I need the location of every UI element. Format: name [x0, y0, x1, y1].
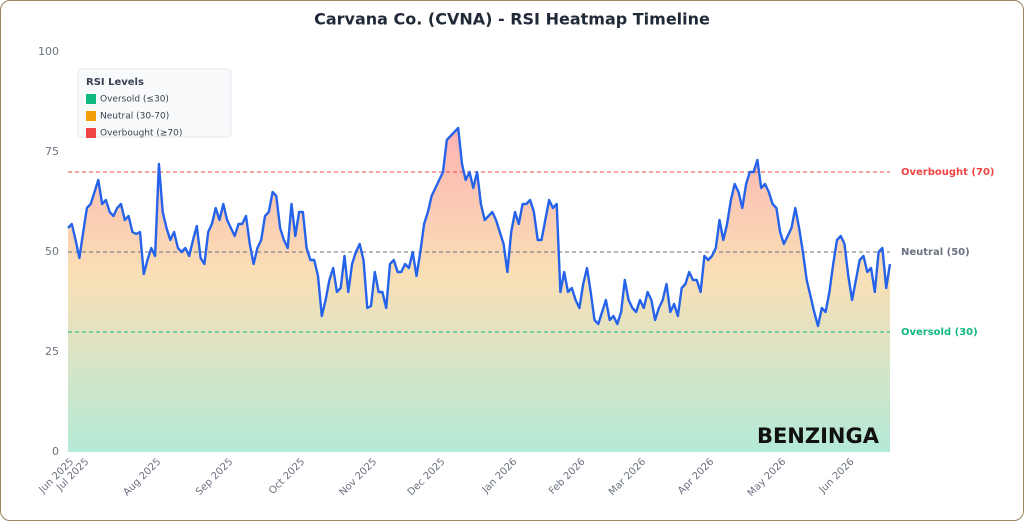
x-tick-label: Oct 2025: [267, 456, 307, 496]
legend-box: [77, 68, 232, 138]
y-tick-label: 25: [45, 345, 59, 358]
reference-label: Overbought (70): [901, 167, 994, 178]
x-tick-label: May 2026: [746, 456, 789, 499]
x-tick-label: Nov 2025: [337, 456, 379, 498]
legend-title: RSI Levels: [86, 77, 144, 88]
x-tick-label: Jun 2026: [817, 456, 857, 496]
legend-swatch: [86, 94, 96, 104]
y-tick-label: 0: [52, 445, 59, 458]
legend-swatch: [86, 128, 96, 138]
x-tick-label: Dec 2025: [406, 456, 448, 498]
reference-label: Oversold (30): [901, 327, 978, 338]
reference-label: Neutral (50): [901, 247, 970, 258]
chart-title: Carvana Co. (CVNA) - RSI Heatmap Timelin…: [314, 10, 710, 29]
x-tick-label: Apr 2026: [676, 456, 716, 496]
y-tick-label: 100: [38, 45, 59, 58]
legend-swatch: [86, 111, 96, 121]
heat-area: [68, 128, 890, 452]
x-tick-label: Aug 2025: [122, 456, 164, 498]
x-tick-label: Mar 2026: [607, 456, 648, 497]
legend-label: Overbought (≥70): [100, 129, 182, 139]
x-tick-label: Sep 2025: [194, 456, 235, 497]
y-tick-label: 75: [45, 145, 59, 158]
y-tick-label: 50: [45, 245, 59, 258]
x-tick-label: Jan 2026: [480, 456, 520, 496]
watermark: BENZINGA: [757, 424, 880, 448]
legend-label: Neutral (30-70): [100, 112, 169, 122]
legend-label: Oversold (≤30): [100, 95, 169, 105]
rsi-line: [67, 126, 892, 328]
x-tick-label: Feb 2026: [547, 456, 588, 497]
